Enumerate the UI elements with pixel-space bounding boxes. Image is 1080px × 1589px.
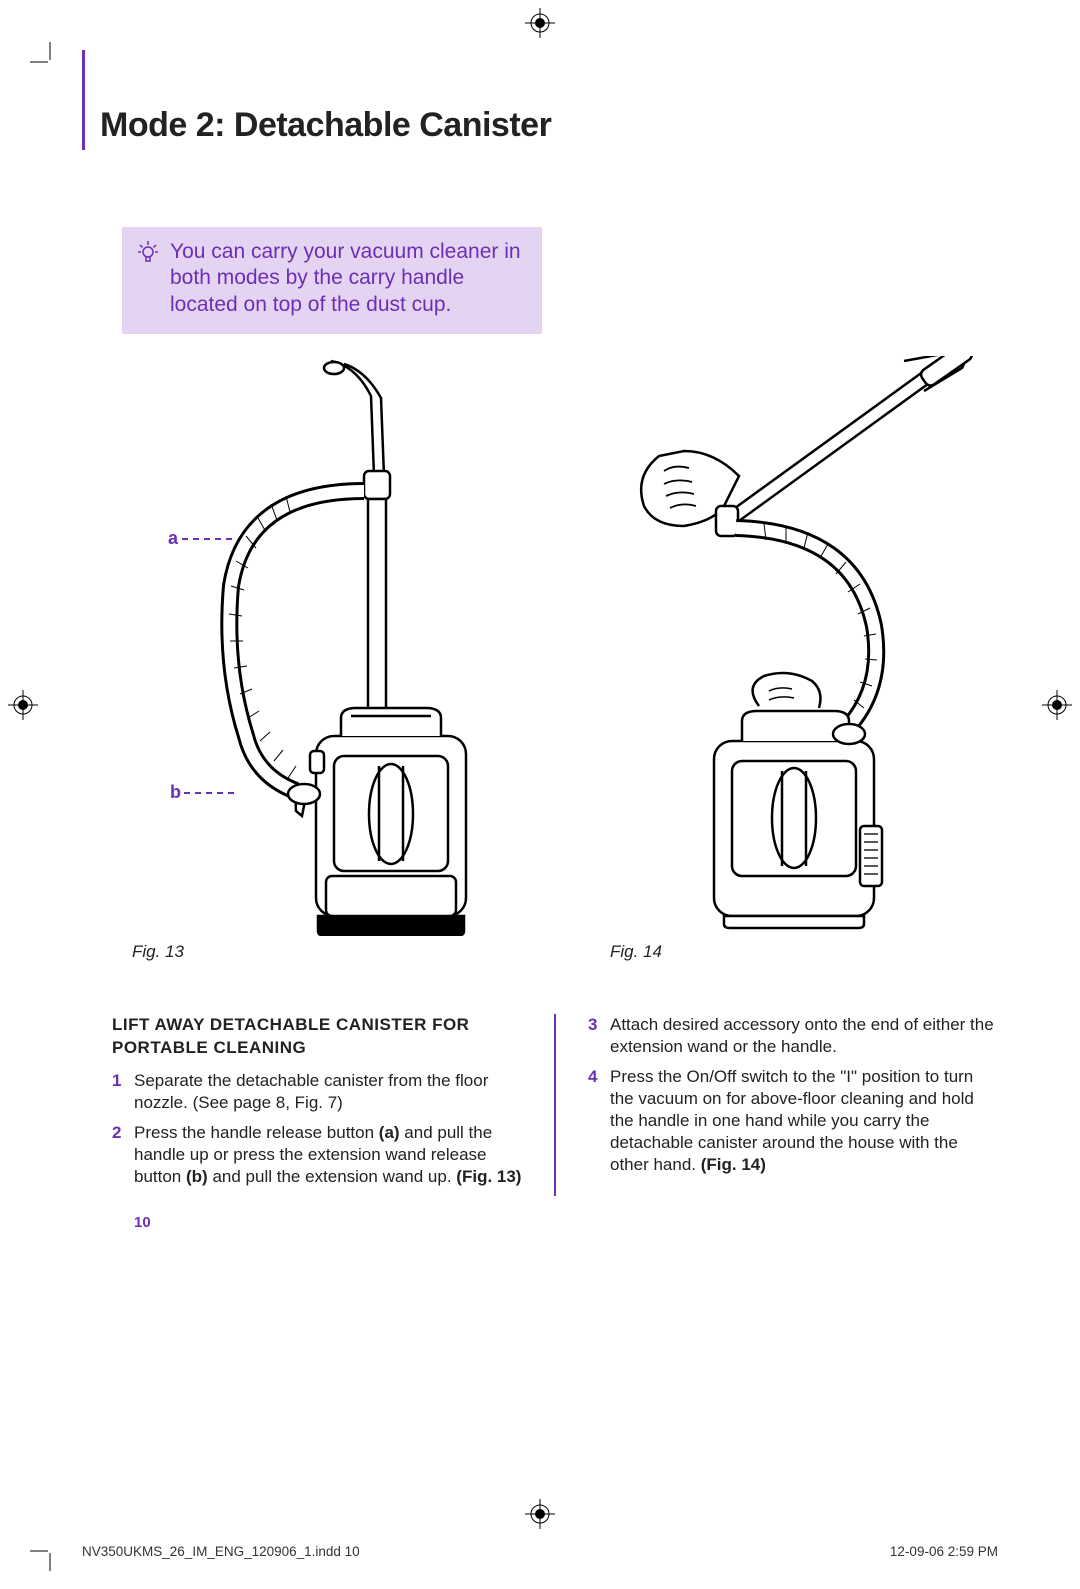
callout-label-b: b <box>170 782 181 803</box>
instructions-col-left: LIFT AWAY DETACHABLE CANISTER FOR PORTAB… <box>82 1014 522 1196</box>
figure-14: Fig. 14 <box>560 356 998 962</box>
figure-caption: Fig. 14 <box>610 942 998 962</box>
instructions-col-right: 3Attach desired accessory onto the end o… <box>588 1014 998 1196</box>
step-number: 1 <box>112 1070 134 1114</box>
step-text: Press the handle release button (a) and … <box>134 1122 522 1188</box>
crop-mark-icon <box>30 1543 58 1571</box>
step-number: 2 <box>112 1122 134 1188</box>
figure-caption: Fig. 13 <box>132 942 520 962</box>
page-heading: Mode 2: Detachable Canister <box>100 106 998 145</box>
instruction-step: 2Press the handle release button (a) and… <box>112 1122 522 1188</box>
tip-text: You can carry your vacuum cleaner in bot… <box>170 239 524 318</box>
step-text: Separate the detachable canister from th… <box>134 1070 522 1114</box>
callout-leader-b <box>184 792 234 794</box>
footer-timestamp: 12-09-06 2:59 PM <box>890 1544 998 1559</box>
instruction-step: 4Press the On/Off switch to the "I" posi… <box>588 1066 998 1176</box>
step-text: Press the On/Off switch to the "I" posit… <box>610 1066 998 1176</box>
page-number: 10 <box>82 1214 998 1231</box>
print-footer: NV350UKMS_26_IM_ENG_120906_1.indd 10 12-… <box>82 1544 998 1559</box>
registration-mark-icon <box>525 1499 555 1529</box>
registration-mark-icon <box>525 8 555 38</box>
registration-mark-icon <box>8 690 38 720</box>
figures-row: a b Fig. 13 <box>82 356 998 962</box>
heading-rule <box>82 50 85 150</box>
column-divider <box>554 1014 556 1196</box>
tip-callout: You can carry your vacuum cleaner in bot… <box>122 227 542 334</box>
footer-filename: NV350UKMS_26_IM_ENG_120906_1.indd 10 <box>82 1544 360 1559</box>
step-number: 3 <box>588 1014 610 1058</box>
vacuum-illustration-14 <box>560 356 998 936</box>
callout-label-a: a <box>168 528 178 549</box>
step-text: Attach desired accessory onto the end of… <box>610 1014 998 1058</box>
crop-mark-icon <box>30 42 58 70</box>
instruction-step: 1Separate the detachable canister from t… <box>112 1070 522 1114</box>
instructions-subheading: LIFT AWAY DETACHABLE CANISTER FOR PORTAB… <box>112 1014 522 1060</box>
lightbulb-icon <box>134 239 162 267</box>
callout-leader-a <box>182 538 232 540</box>
vacuum-illustration-13 <box>82 356 520 936</box>
instruction-columns: LIFT AWAY DETACHABLE CANISTER FOR PORTAB… <box>82 1014 998 1196</box>
instruction-step: 3Attach desired accessory onto the end o… <box>588 1014 998 1058</box>
figure-13: a b Fig. 13 <box>82 356 520 962</box>
manual-page: Mode 2: Detachable Canister You can carr… <box>0 0 1080 1589</box>
registration-mark-icon <box>1042 690 1072 720</box>
step-number: 4 <box>588 1066 610 1176</box>
